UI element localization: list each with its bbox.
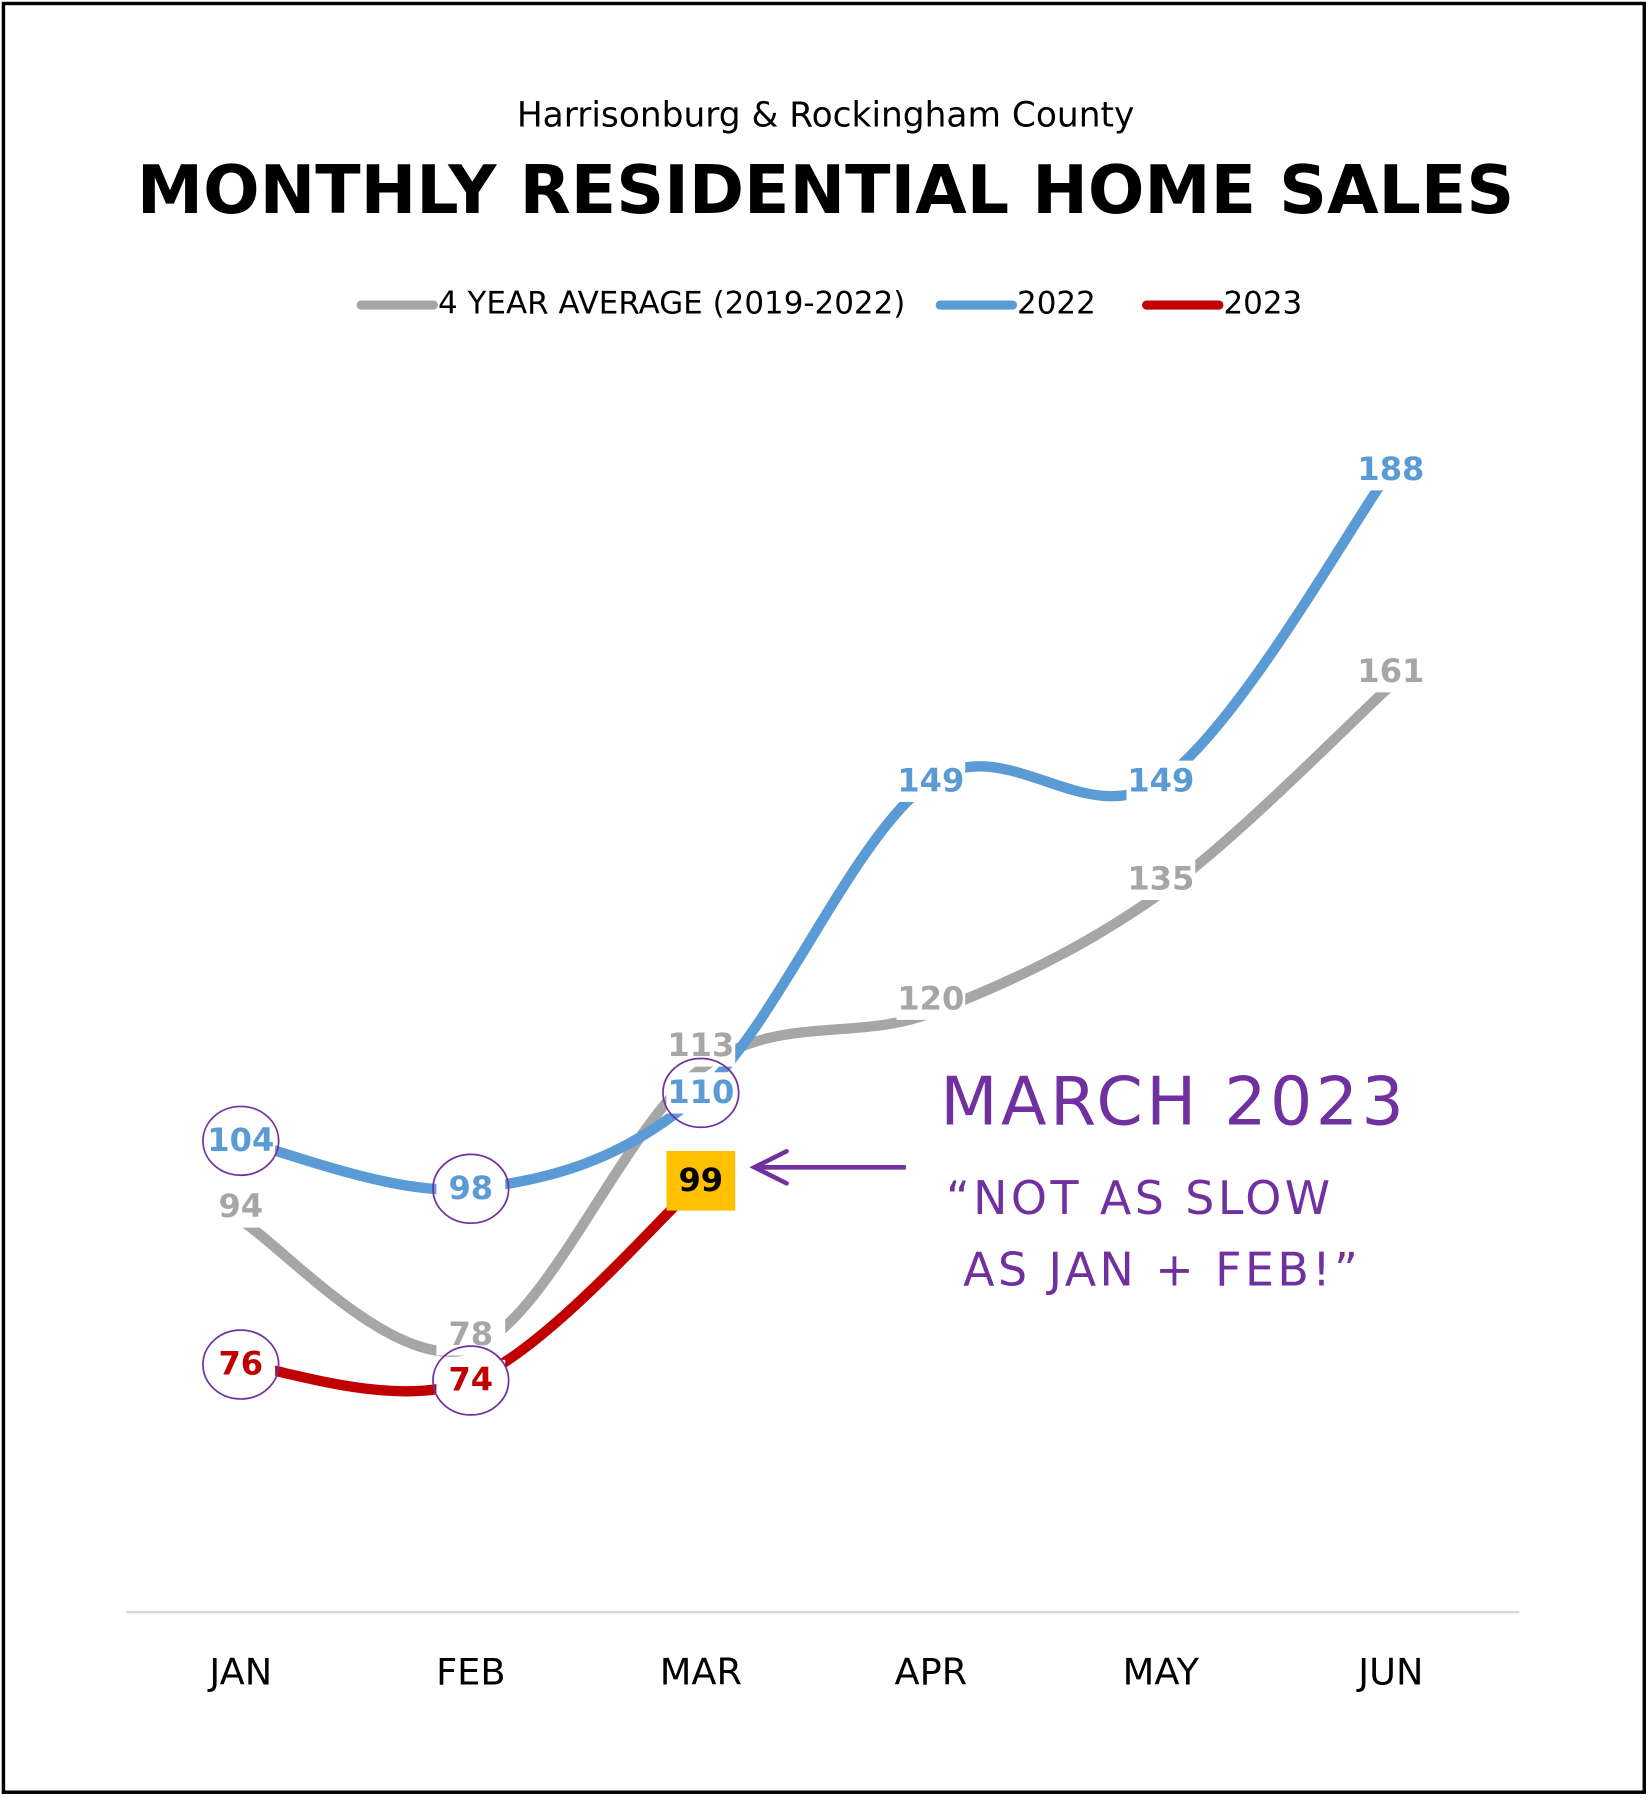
handdrawn-circle bbox=[432, 1153, 510, 1225]
data-label: 78 bbox=[448, 1315, 493, 1353]
legend-label: 2023 bbox=[1223, 286, 1302, 322]
label-pad bbox=[1356, 651, 1426, 693]
data-label: 120 bbox=[897, 979, 964, 1017]
data-label: 188 bbox=[1357, 450, 1424, 488]
annotation: MARCH 2023 “NOT AS SLOW AS JAN + FEB!” bbox=[749, 1063, 1407, 1296]
x-tick-label: APR bbox=[894, 1651, 967, 1694]
label-pad bbox=[1126, 858, 1196, 901]
annotation-title: MARCH 2023 bbox=[940, 1063, 1407, 1141]
label-pad bbox=[896, 760, 966, 802]
data-label: 99 bbox=[678, 1161, 723, 1199]
data-label: 110 bbox=[667, 1073, 734, 1111]
chart-subtitle: Harrisonburg & Rockingham County bbox=[517, 95, 1135, 135]
legend-label: 2022 bbox=[1017, 286, 1096, 322]
handdrawn-circle bbox=[202, 1105, 280, 1177]
annotation-line: “NOT AS SLOW bbox=[946, 1171, 1334, 1225]
label-pad bbox=[206, 1120, 276, 1162]
data-label: 149 bbox=[897, 761, 964, 799]
x-tick-label: JUN bbox=[1356, 1651, 1423, 1694]
handdrawn-circle bbox=[202, 1329, 280, 1400]
handdrawn-circle bbox=[432, 1345, 510, 1416]
data-label: 94 bbox=[218, 1187, 263, 1225]
x-tick-label: MAR bbox=[660, 1651, 742, 1694]
label-pad bbox=[436, 1314, 506, 1356]
label-pad bbox=[206, 1186, 276, 1228]
data-label: 76 bbox=[218, 1345, 263, 1383]
annotation-line: AS JAN + FEB!” bbox=[963, 1242, 1361, 1296]
x-tick-label: MAY bbox=[1123, 1651, 1200, 1694]
highlight-box bbox=[666, 1150, 736, 1211]
label-pad bbox=[896, 978, 966, 1020]
data-label: 149 bbox=[1127, 761, 1194, 799]
legend: 4 YEAR AVERAGE (2019-2022) 2022 2023 bbox=[356, 286, 1302, 322]
handdrawn-circle bbox=[662, 1057, 740, 1129]
label-pad bbox=[1126, 760, 1196, 802]
legend-label: 4 YEAR AVERAGE (2019-2022) bbox=[438, 286, 905, 322]
data-label: 104 bbox=[207, 1121, 274, 1159]
data-label: 135 bbox=[1127, 860, 1194, 898]
arrow-head bbox=[749, 1148, 789, 1186]
data-label: 161 bbox=[1357, 652, 1424, 690]
x-tick-label: FEB bbox=[436, 1651, 505, 1694]
x-tick-label: JAN bbox=[207, 1651, 272, 1694]
label-pad bbox=[436, 1359, 506, 1402]
label-pad bbox=[666, 1025, 736, 1067]
label-pad bbox=[1356, 449, 1426, 491]
label-pad bbox=[666, 1072, 736, 1114]
data-label: 98 bbox=[448, 1169, 493, 1207]
data-label: 74 bbox=[448, 1361, 493, 1399]
label-pad bbox=[206, 1343, 276, 1386]
chart-title: MONTHLY RESIDENTIAL HOME SALES bbox=[137, 151, 1514, 229]
label-pad bbox=[436, 1168, 506, 1210]
